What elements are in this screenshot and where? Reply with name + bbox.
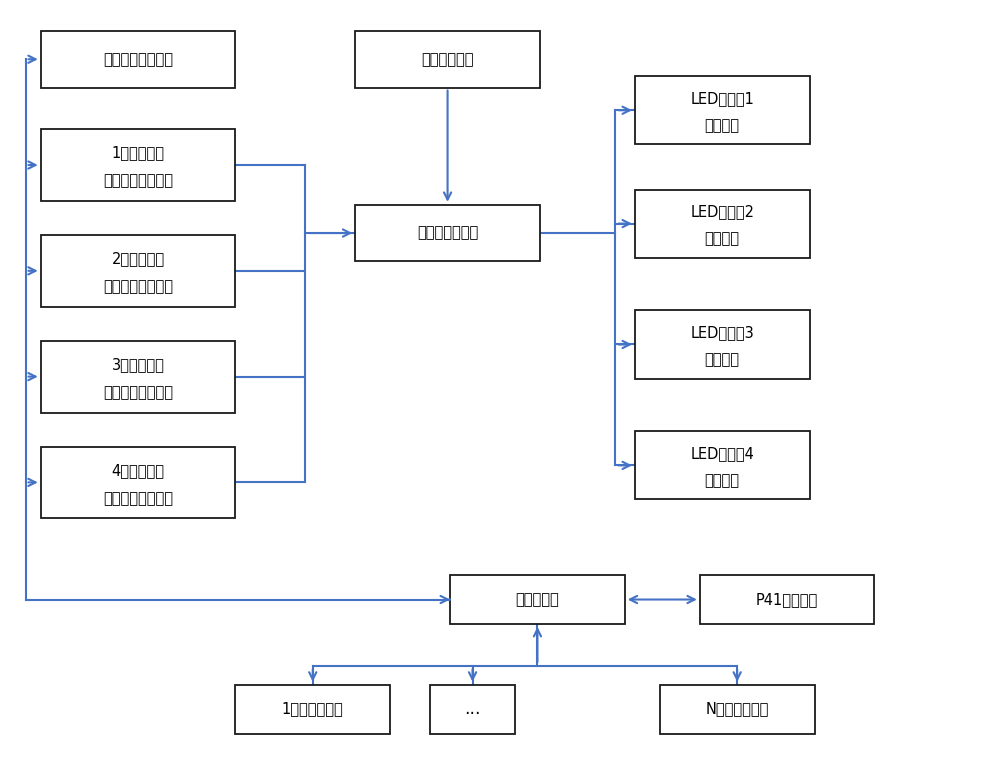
Text: P41动捕电脑: P41动捕电脑 <box>756 592 818 607</box>
Text: LED显示屏1: LED显示屏1 <box>690 91 754 106</box>
Bar <box>450 575 625 624</box>
Bar <box>355 204 540 261</box>
Text: N号红外摄像头: N号红外摄像头 <box>705 702 769 717</box>
Text: LED显示屏4: LED显示屏4 <box>690 447 754 461</box>
Bar <box>41 447 235 519</box>
Text: ...: ... <box>464 700 481 718</box>
Bar <box>41 341 235 413</box>
Text: （左屏）: （左屏） <box>705 118 740 132</box>
Bar <box>235 684 390 734</box>
Text: （右屏）: （右屏） <box>705 231 740 246</box>
Bar <box>635 431 810 500</box>
Text: 视频拼接处理器: 视频拼接处理器 <box>417 226 478 241</box>
Text: （三维渲染系统）: （三维渲染系统） <box>103 173 173 188</box>
Bar <box>635 76 810 145</box>
Bar <box>635 310 810 378</box>
Bar <box>355 31 540 88</box>
Text: 2通道服务器: 2通道服务器 <box>111 251 165 266</box>
Bar <box>41 31 235 88</box>
Text: （三维渲染系统）: （三维渲染系统） <box>103 491 173 506</box>
Text: 网络交换机: 网络交换机 <box>516 592 559 607</box>
Bar <box>660 684 815 734</box>
Text: （主屏）: （主屏） <box>705 473 740 488</box>
Bar <box>635 189 810 257</box>
Bar <box>700 575 874 624</box>
Text: （三维渲染系统）: （三维渲染系统） <box>103 279 173 294</box>
Text: LED显示屏3: LED显示屏3 <box>690 326 754 341</box>
Bar <box>41 235 235 307</box>
Text: 1通道服务器: 1通道服务器 <box>112 145 165 160</box>
Text: LED显示屏2: LED显示屏2 <box>690 204 754 220</box>
Text: 大屏控制电脑: 大屏控制电脑 <box>421 51 474 67</box>
Text: 多通道控制服务器: 多通道控制服务器 <box>103 51 173 67</box>
Bar <box>41 129 235 201</box>
Text: （三维渲染系统）: （三维渲染系统） <box>103 385 173 400</box>
Text: （地屏）: （地屏） <box>705 352 740 367</box>
Text: 3通道服务器: 3通道服务器 <box>112 357 164 372</box>
Bar <box>430 684 515 734</box>
Text: 1号红外摄像头: 1号红外摄像头 <box>282 702 344 717</box>
Text: 4通道服务器: 4通道服务器 <box>112 463 165 478</box>
